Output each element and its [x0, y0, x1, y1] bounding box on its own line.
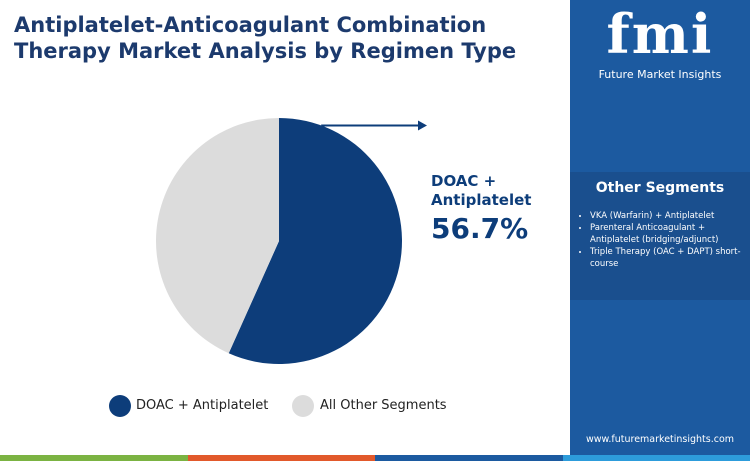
callout-label: DOAC + Antiplatelet	[431, 172, 532, 209]
segment-item: VKA (Warfarin) + Antiplatelet	[590, 210, 750, 222]
legend-swatch	[109, 395, 131, 417]
callout-arrowhead	[418, 120, 427, 131]
color-strip	[0, 455, 750, 461]
chart-title: Antiplatelet-Anticoagulant Combination T…	[14, 13, 517, 63]
website: www.futuremarketinsights.com	[585, 434, 735, 445]
pie-slice	[228, 118, 402, 365]
strip-part	[375, 455, 563, 461]
side-panel: fmi Future Market Insights Other Segment…	[570, 0, 750, 455]
legend-swatch	[292, 395, 314, 417]
strip-part	[187, 455, 375, 461]
legend-label: DOAC + Antiplatelet	[136, 398, 269, 413]
chart	[109, 118, 427, 417]
segment-item: Parenteral Anticoagulant + Antiplatelet …	[590, 222, 750, 246]
segments-list: VKA (Warfarin) + AntiplateletParenteral …	[580, 210, 750, 270]
legend-label: All Other Segments	[320, 398, 447, 413]
value-label: 56.7%	[431, 212, 529, 245]
strip-part	[0, 455, 188, 461]
logo-name: Future Market Insights	[598, 68, 722, 81]
pie-slice	[156, 118, 279, 354]
segments-title: Other Segments	[595, 180, 725, 196]
logo-mark: fmi	[606, 2, 714, 66]
callout: DOAC + Antiplatelet 56.7%	[431, 172, 551, 248]
strip-part	[562, 455, 750, 461]
segment-item: Triple Therapy (OAC + DAPT) short-course	[590, 246, 750, 270]
segments-box: Other Segments VKA (Warfarin) + Antiplat…	[570, 172, 750, 300]
